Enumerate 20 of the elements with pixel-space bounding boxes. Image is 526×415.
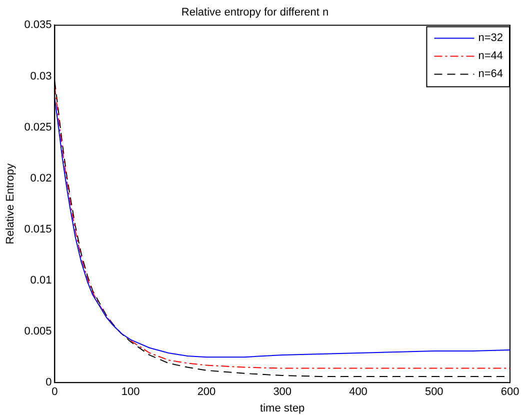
y-tick-label: 0.015 xyxy=(24,223,52,236)
legend-label: n=44 xyxy=(478,50,504,62)
y-tick-label: 0.025 xyxy=(24,121,52,134)
x-axis-title: time step xyxy=(260,402,305,414)
x-tick-label: 100 xyxy=(121,386,140,398)
legend-label: n=64 xyxy=(478,68,504,80)
y-tick-label: 0.01 xyxy=(30,274,52,287)
y-tick-label: 0.02 xyxy=(30,172,52,184)
legend-label: n=32 xyxy=(478,32,504,44)
y-tick-label: 0.03 xyxy=(30,70,52,82)
y-tick-label: 0 xyxy=(46,376,52,389)
x-tick-label: 300 xyxy=(273,386,292,398)
y-tick-label: 0.035 xyxy=(24,19,52,32)
x-tick-label: 400 xyxy=(349,386,368,398)
x-tick-label: 500 xyxy=(424,386,444,398)
x-tick-label: 600 xyxy=(500,386,520,398)
x-tick-label: 200 xyxy=(197,386,216,398)
chart-title: Relative entropy for different n xyxy=(181,6,329,19)
y-axis-title: Relative Entropy xyxy=(4,163,17,244)
y-tick-label: 0.005 xyxy=(24,326,52,338)
